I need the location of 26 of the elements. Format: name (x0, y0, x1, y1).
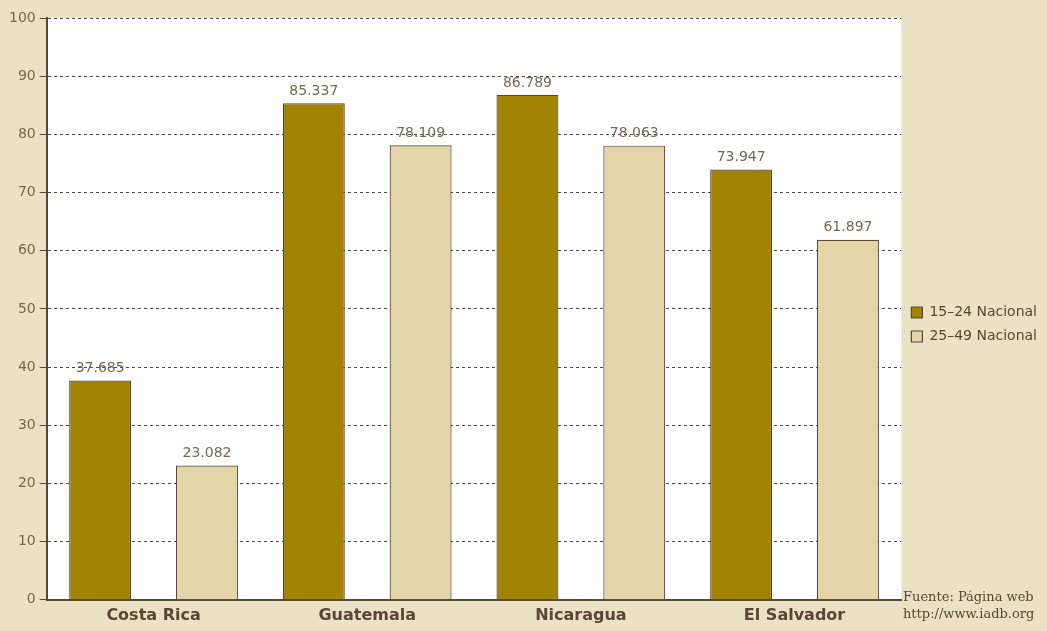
y-tick-label: 10 (17, 532, 36, 549)
x-tick-label: Costa Rica (106, 604, 201, 624)
y-tick-label: 0 (26, 590, 36, 607)
legend-label: 25–49 Nacional (929, 327, 1037, 344)
y-tick-label: 20 (17, 474, 36, 491)
x-tick-label: El Salvador (743, 604, 846, 624)
data-label: 78.109 (396, 124, 446, 140)
data-label: 73.947 (716, 148, 766, 165)
data-label: 23.082 (182, 444, 232, 461)
y-tick-label: 50 (17, 299, 36, 316)
data-label: 78.063 (609, 124, 659, 141)
source-note: Fuente: Página web http://www.iadb.org (903, 588, 1036, 622)
data-label: 85.337 (289, 81, 339, 98)
y-tick-label: 60 (17, 241, 36, 258)
legend-label: 15–24 Nacional (929, 303, 1037, 320)
y-tick-label: 30 (17, 415, 36, 432)
y-tick-label: 90 (17, 66, 36, 83)
y-tick-label: 80 (17, 125, 36, 141)
data-label: 61.897 (823, 218, 873, 235)
y-tick-label: 40 (17, 357, 36, 374)
data-label: 86.789 (502, 73, 552, 90)
x-tick-label: Guatemala (318, 604, 417, 624)
y-tick-label: 100 (8, 8, 36, 25)
x-tick-label: Nicaragua (535, 604, 627, 624)
data-label: 37.685 (75, 359, 125, 376)
y-tick-label: 70 (17, 183, 36, 200)
